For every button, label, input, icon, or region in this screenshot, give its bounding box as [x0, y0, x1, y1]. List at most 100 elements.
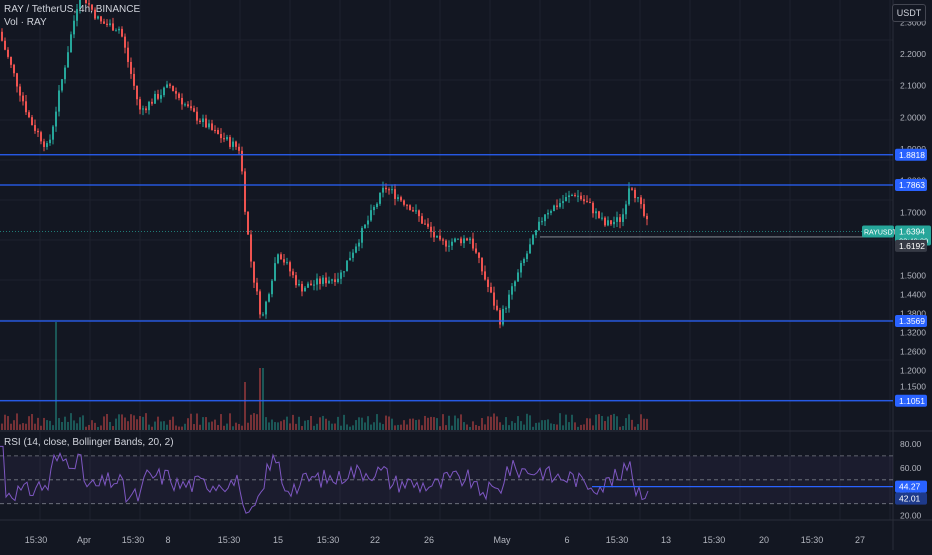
candle-body: [454, 238, 456, 242]
volume-bar: [346, 424, 348, 430]
candle-body: [265, 301, 267, 315]
price-tick-label: 1.2000: [900, 366, 926, 376]
volume-bar: [403, 420, 405, 430]
candle-body: [145, 108, 147, 111]
volume-bar: [505, 417, 507, 430]
candle-body: [523, 259, 525, 264]
candle-body: [400, 197, 402, 201]
candle-body: [136, 85, 138, 100]
symbol-tag-label: RAYUSDT: [864, 230, 898, 237]
candle-body: [406, 204, 408, 206]
candle-body: [373, 207, 375, 211]
volume-bar: [43, 417, 45, 430]
candle-body: [229, 137, 231, 147]
candle-body: [355, 246, 357, 253]
candle-body: [19, 86, 21, 96]
rsi-legend[interactable]: RSI (14, close, Bollinger Bands, 20, 2): [4, 437, 174, 448]
volume-bar: [352, 425, 354, 430]
price-tick-label: 1.5000: [900, 271, 926, 281]
candle-body: [16, 73, 18, 87]
candle-body: [412, 210, 414, 212]
candle-body: [514, 281, 516, 287]
volume-bar: [595, 414, 597, 430]
volume-bar: [79, 417, 81, 430]
volume-bar: [142, 416, 144, 430]
candle-body: [385, 187, 387, 190]
volume-bar: [319, 417, 321, 430]
volume-bar: [61, 421, 63, 430]
volume-bar: [571, 414, 573, 430]
candle-body: [571, 195, 573, 197]
time-tick-label: 22: [370, 535, 380, 545]
volume-bar: [331, 423, 333, 430]
volume-bar: [562, 425, 564, 430]
volume-bar: [574, 422, 576, 430]
candle-body: [451, 241, 453, 246]
candle-body: [43, 141, 45, 147]
candle-body: [361, 228, 363, 243]
volume-bar: [370, 424, 372, 430]
candle-body: [301, 283, 303, 292]
candle-body: [10, 56, 12, 65]
candle-body: [382, 187, 384, 193]
candle-body: [133, 73, 135, 86]
candle-body: [577, 195, 579, 197]
candle-body: [139, 99, 141, 110]
volume-bar: [97, 426, 99, 430]
candle-body: [175, 91, 177, 94]
candle-body: [286, 262, 288, 264]
volume-bar: [67, 421, 69, 430]
candle-body: [55, 111, 57, 127]
candle-body: [604, 217, 606, 226]
level-price-tag: [895, 315, 927, 327]
volume-bar: [589, 418, 591, 430]
candle-body: [328, 280, 330, 284]
volume-bar: [481, 418, 483, 430]
volume-bar: [454, 415, 456, 430]
candle-body: [226, 137, 228, 140]
volume-bar: [490, 416, 492, 430]
volume-bar: [355, 420, 357, 430]
candle-body: [181, 97, 183, 105]
candle-body: [13, 64, 15, 74]
candle-body: [1, 31, 3, 41]
currency-button[interactable]: USDT: [892, 4, 926, 22]
volume-bar: [451, 425, 453, 430]
volume-bar: [115, 418, 117, 430]
volume-bar: [433, 417, 435, 430]
candle-body: [283, 259, 285, 263]
volume-bar: [469, 426, 471, 430]
volume-legend[interactable]: Vol · RAY: [4, 17, 47, 28]
candle-body: [427, 223, 429, 227]
candle-body: [466, 238, 468, 241]
volume-bar: [523, 424, 525, 430]
volume-bar: [496, 416, 498, 430]
volume-bar: [553, 424, 555, 430]
rsi-ma-label: 42.01: [899, 494, 921, 504]
volume-bar: [28, 416, 30, 430]
volume-bar: [232, 426, 234, 430]
candle-body: [388, 189, 390, 191]
volume-bar: [166, 424, 168, 430]
level-price-label: 1.7863: [899, 180, 925, 190]
candle-body: [67, 52, 69, 68]
volume-bar: [349, 426, 351, 430]
volume-bar: [535, 422, 537, 430]
volume-bar: [37, 417, 39, 430]
volume-bar: [556, 424, 558, 430]
volume-bar: [547, 419, 549, 430]
volume-bar: [127, 421, 129, 430]
candle-body: [379, 192, 381, 204]
rsi-ma-tag: [895, 492, 927, 505]
volume-bar: [406, 424, 408, 430]
volume-bar: [124, 417, 126, 430]
symbol-legend[interactable]: RAY / TetherUS, 4h, BINANCE: [4, 4, 141, 15]
candle-body: [547, 212, 549, 215]
volume-bar: [337, 416, 339, 430]
candle-body: [208, 123, 210, 128]
volume-bar: [538, 422, 540, 430]
volume-bar: [628, 414, 630, 430]
candle-body: [235, 141, 237, 147]
